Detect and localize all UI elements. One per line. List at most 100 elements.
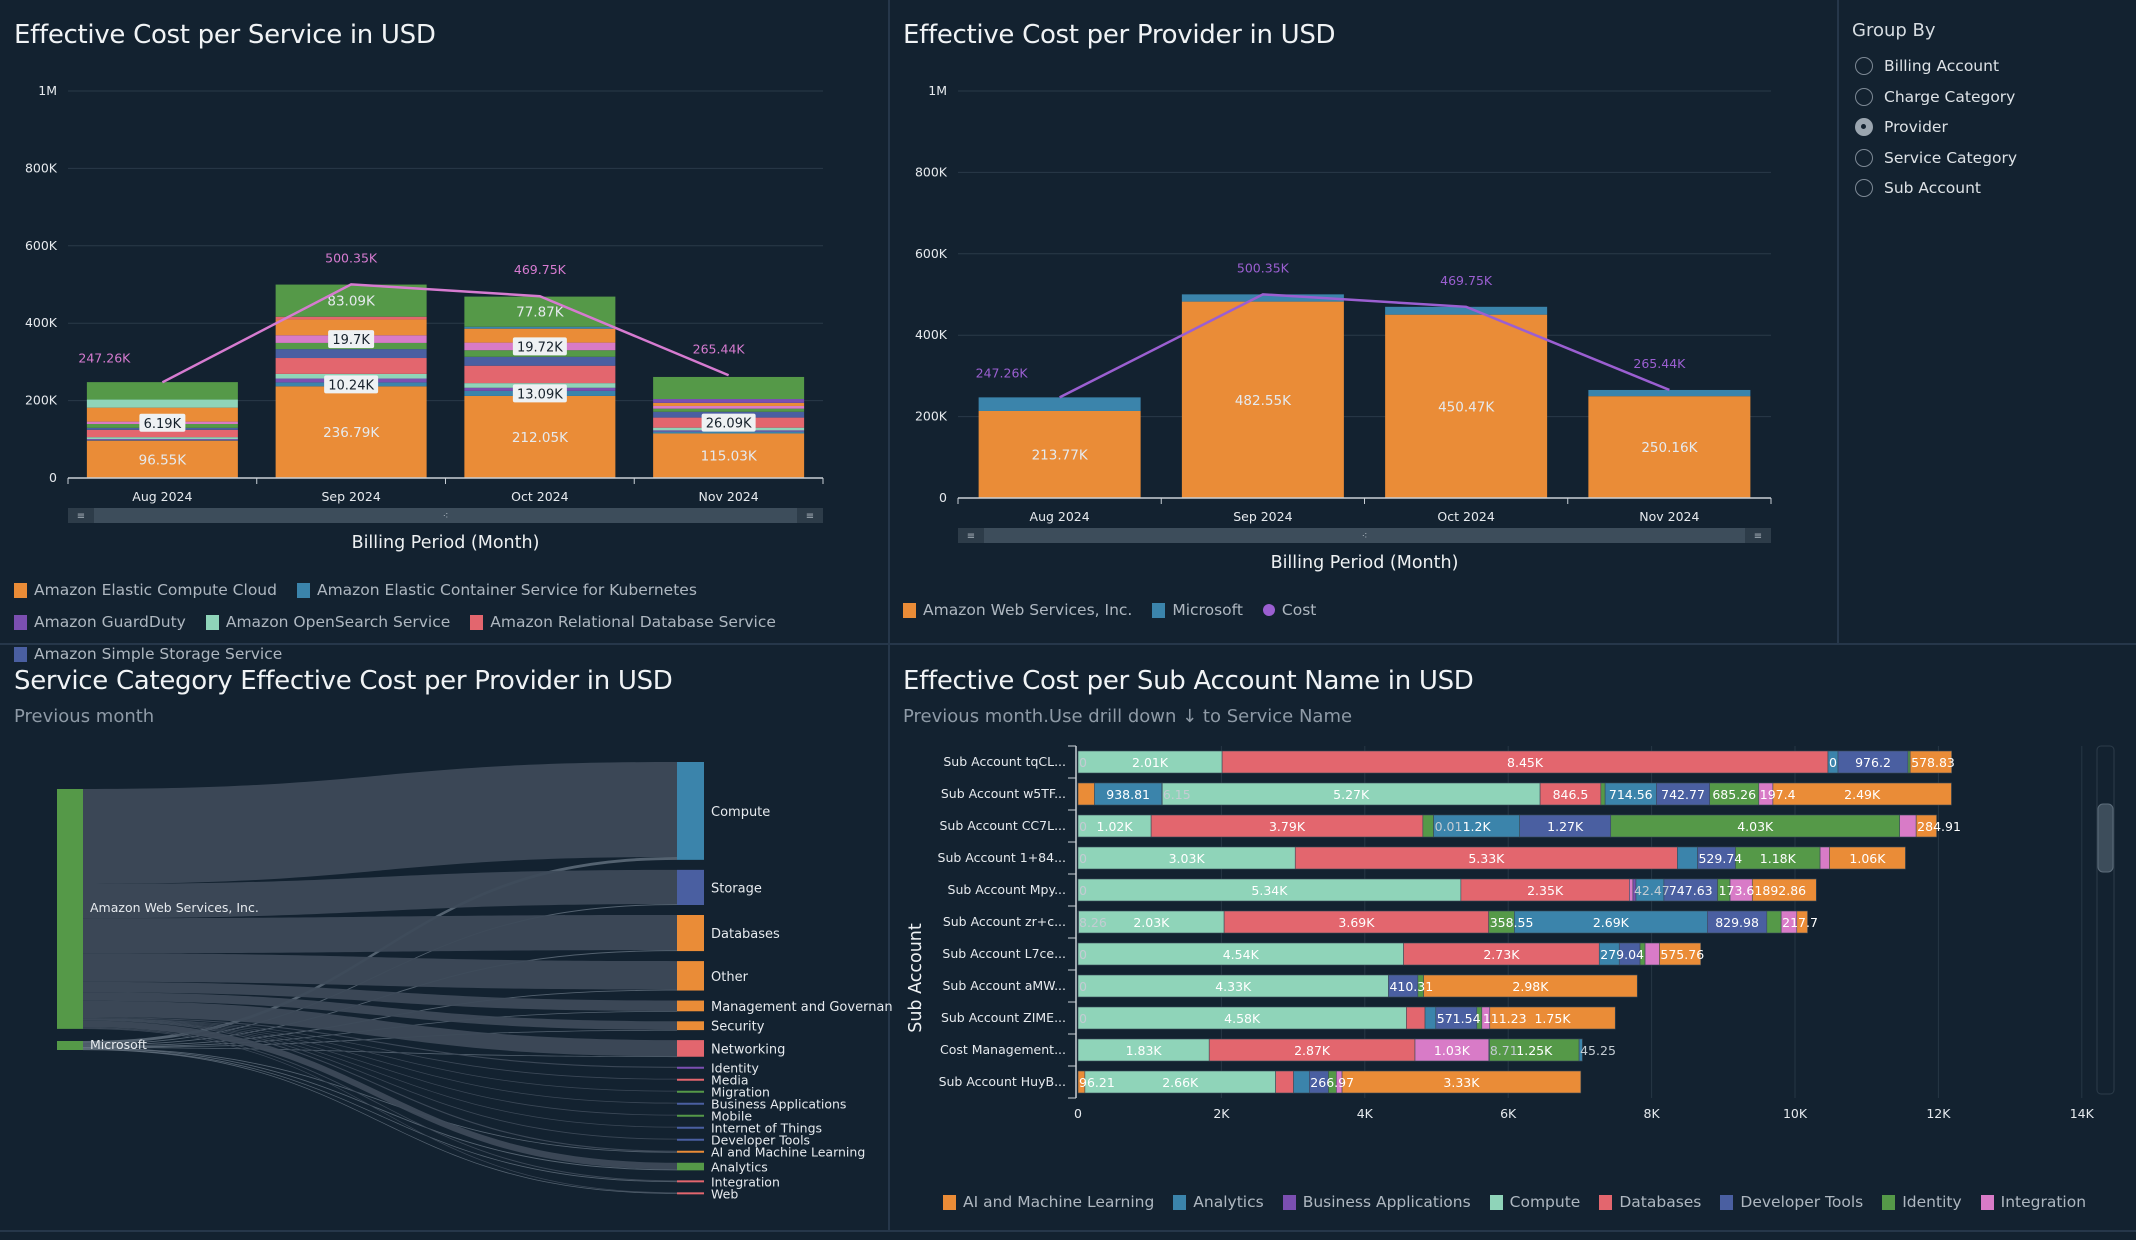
bar-segment[interactable] (1709, 782, 1760, 806)
legend-item[interactable]: Cost (1262, 601, 1316, 619)
radio-option-service-category[interactable]: Service Category (1852, 143, 2017, 174)
table-row[interactable]: 0 4.33K 410.31 2.98K (1077, 974, 1638, 998)
bar-segment[interactable] (1476, 1006, 1483, 1030)
legend-item[interactable]: Amazon OpenSearch Service (205, 613, 450, 631)
bar-segment[interactable] (1488, 910, 1515, 934)
bar-segment[interactable] (1433, 814, 1520, 838)
bar-segment[interactable] (1403, 942, 1600, 966)
table-row[interactable]: 938.81 6.15 5.27K 846.5 714.56 742.77 685.26 19… (1077, 782, 1952, 806)
bar-segment[interactable] (1659, 942, 1702, 966)
bar-segment[interactable] (1829, 846, 1906, 870)
vertical-scrollbar[interactable] (2096, 745, 2115, 1095)
bar-segment[interactable] (1899, 814, 1917, 838)
bar-segment[interactable] (1697, 846, 1736, 870)
bar-segment[interactable] (1294, 846, 1678, 870)
bar-segment[interactable] (1435, 1006, 1478, 1030)
bar-segment[interactable] (1827, 750, 1839, 774)
bar-segment[interactable] (1514, 910, 1708, 934)
scrollbar-track[interactable] (2096, 745, 2115, 1095)
bar-segment[interactable] (1656, 782, 1710, 806)
bar-segment[interactable] (1150, 814, 1424, 838)
bar-segment[interactable] (1819, 846, 1830, 870)
legend-item[interactable]: Microsoft (1152, 601, 1243, 619)
bar-segment[interactable] (1161, 782, 1541, 806)
bar-segment[interactable] (1077, 1070, 1086, 1094)
bar-segment[interactable] (1837, 750, 1909, 774)
bar-segment[interactable] (1094, 782, 1163, 806)
bar-segment[interactable] (1729, 878, 1753, 902)
radio-button-icon[interactable] (1855, 87, 1873, 106)
bar-segment[interactable] (1488, 1038, 1490, 1062)
legend-item[interactable]: Analytics (1173, 1193, 1264, 1211)
scrollbar-right-handle[interactable] (1745, 528, 1771, 543)
bar-segment[interactable] (1293, 1070, 1310, 1094)
bar-segment[interactable] (1489, 1006, 1616, 1030)
radio-button-icon[interactable] (1855, 118, 1873, 137)
radio-option-charge-category[interactable]: Charge Category (1852, 82, 2017, 113)
bar-segment[interactable] (1077, 910, 1079, 934)
bar-segment[interactable] (1635, 878, 1665, 902)
legend-item[interactable]: Amazon Relational Database Service (470, 613, 776, 631)
bar-segment[interactable] (1796, 910, 1808, 934)
bar-segment[interactable] (1309, 1070, 1329, 1094)
legend-item[interactable]: Amazon Web Services, Inc. (903, 601, 1132, 619)
bar-segment[interactable] (1489, 1038, 1580, 1062)
bar-segment[interactable] (1772, 782, 1952, 806)
table-row[interactable]: 0 5.34K 2.35K 42.47 747.63 173.61 892.86 (1077, 878, 1817, 902)
bar-segment[interactable] (1677, 846, 1698, 870)
bar-segment[interactable] (1717, 878, 1731, 902)
bar-segment[interactable] (1077, 750, 1223, 774)
bar-segment[interactable] (1422, 814, 1434, 838)
horizontal-scrollbar[interactable]: ≡ ≡ ⁖ (958, 528, 1771, 543)
bar-segment[interactable] (1598, 942, 1620, 966)
legend-item[interactable]: AI and Machine Learning (943, 1193, 1154, 1211)
bar-segment[interactable] (1600, 782, 1606, 806)
bar-segment[interactable] (1077, 814, 1152, 838)
bar-segment[interactable] (1341, 1070, 1582, 1094)
table-row[interactable]: 0 3.03K 5.33K 529.74 1.18K 1.06K (1077, 846, 1906, 870)
bar-segment[interactable] (1460, 878, 1630, 902)
radio-option-sub-account[interactable]: Sub Account (1852, 173, 2017, 204)
bar-segment[interactable] (1539, 782, 1602, 806)
table-row[interactable]: 0 4.54K 2.73K 279.04 575.76 (1077, 942, 1704, 966)
bar-segment[interactable] (1758, 782, 1774, 806)
legend-item[interactable]: Integration (1980, 1193, 2086, 1211)
table-row[interactable]: 1.83K 2.87K 1.03K 8.711.25K 45.25 (1077, 1038, 1616, 1062)
bar-segment[interactable] (1639, 942, 1646, 966)
bar-segment[interactable] (1406, 1006, 1426, 1030)
bar-segment[interactable] (1751, 878, 1817, 902)
scrollbar-right-handle[interactable] (797, 508, 823, 523)
legend-item[interactable]: Compute (1489, 1193, 1580, 1211)
bar-segment[interactable] (1481, 1006, 1491, 1030)
bar-segment[interactable] (1663, 878, 1718, 902)
bar-segment[interactable] (1077, 974, 1389, 998)
bar-segment[interactable] (1766, 910, 1782, 934)
scrollbar-thumb[interactable] (2097, 803, 2114, 873)
scrollbar-left-handle[interactable] (958, 528, 984, 543)
table-row[interactable]: 96.21 2.66K 266.97 3.33K (1077, 1070, 1582, 1094)
radio-option-provider[interactable]: Provider (1852, 112, 2017, 143)
radio-option-billing-account[interactable]: Billing Account (1852, 51, 2017, 82)
table-row[interactable]: 0 2.01K 8.45K 0 976.2 578.83 (1077, 750, 1955, 774)
bar-segment[interactable] (1707, 910, 1768, 934)
bar-segment[interactable] (1604, 782, 1657, 806)
legend-item[interactable]: Identity (1882, 1193, 1962, 1211)
bar-segment[interactable] (1275, 1070, 1294, 1094)
legend-item[interactable]: Amazon Elastic Compute Cloud (14, 581, 277, 599)
bar-segment[interactable] (1735, 846, 1821, 870)
bar-segment[interactable] (1221, 750, 1829, 774)
radio-button-icon[interactable] (1855, 179, 1873, 198)
bar-segment[interactable] (1336, 1070, 1343, 1094)
bar-segment[interactable] (1388, 974, 1419, 998)
bar-segment[interactable] (1519, 814, 1612, 838)
bar-segment[interactable] (1414, 1038, 1490, 1062)
bar-segment[interactable] (1618, 942, 1641, 966)
bar-segment[interactable] (1077, 782, 1095, 806)
bar-segment[interactable] (1629, 878, 1634, 902)
bar-segment[interactable] (1078, 910, 1225, 934)
table-row[interactable]: 8.26 2.03K 3.69K 358.55 2.69K 829.98 217.7 (1077, 910, 1818, 934)
legend-item[interactable]: Amazon Simple Storage Service (14, 645, 282, 663)
table-row[interactable]: 0 4.58K 571.54 111.23 1.75K (1077, 1006, 1616, 1030)
bar-segment[interactable] (1084, 1070, 1276, 1094)
bar-segment[interactable] (1328, 1070, 1337, 1094)
